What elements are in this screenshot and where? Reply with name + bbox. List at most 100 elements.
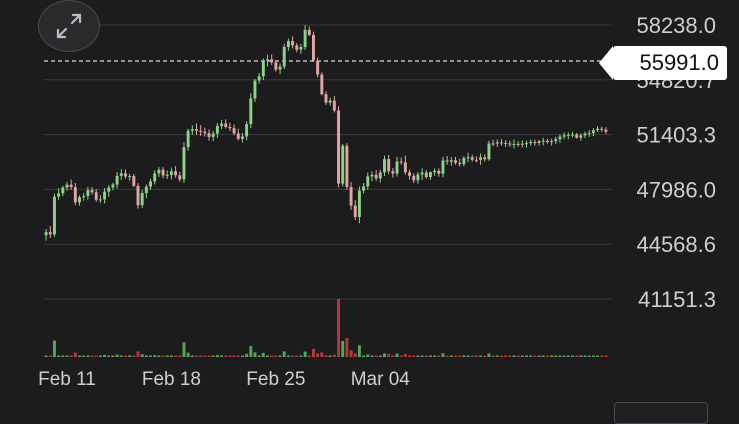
candle-body: [266, 59, 269, 61]
volume-bar: [512, 355, 516, 357]
candle-body: [320, 74, 324, 95]
bottom-control-stub[interactable]: [614, 402, 708, 424]
candle-body: [525, 143, 528, 145]
candle-body: [391, 171, 395, 174]
volume-bar: [487, 353, 491, 357]
volume-bar: [295, 355, 299, 357]
candle-body: [449, 160, 453, 162]
candle-body: [128, 176, 132, 178]
volume-bar: [554, 355, 558, 357]
y-tick-label: 47986.0: [636, 177, 716, 202]
expand-button[interactable]: [38, 0, 100, 52]
candle-body: [370, 174, 374, 177]
volume-bar: [78, 355, 81, 357]
candle-body: [424, 172, 428, 178]
candle-body: [558, 136, 562, 140]
volume-bar: [378, 355, 382, 357]
volume-bar: [144, 355, 148, 357]
volume-bar: [44, 355, 48, 357]
volume-bar: [357, 345, 361, 357]
volume-bar: [94, 355, 98, 357]
candle-body: [140, 193, 144, 206]
candle-body: [571, 134, 574, 136]
candle-body: [149, 181, 152, 187]
volume-bar: [249, 346, 253, 357]
candle-body: [211, 133, 215, 137]
volume-bar: [366, 354, 370, 357]
candle-body: [98, 199, 102, 201]
candle-body: [520, 143, 524, 145]
candle-body: [73, 187, 77, 203]
volume-bar: [124, 355, 127, 357]
volume-bar: [111, 355, 115, 357]
volume-bar: [186, 352, 190, 357]
volume-bar: [119, 355, 123, 357]
volume-bar: [82, 355, 86, 357]
candle-body: [295, 45, 299, 50]
candle-body: [341, 145, 345, 184]
candle-body: [136, 185, 140, 206]
candle-body: [596, 128, 600, 131]
candle-body: [550, 141, 554, 143]
candle-body: [86, 190, 90, 197]
volume-bar: [332, 354, 336, 357]
candle-body: [44, 232, 48, 236]
candle-body: [119, 173, 123, 176]
candle-body: [591, 130, 595, 134]
volume-bar: [374, 355, 378, 357]
candle-body: [82, 196, 86, 198]
volume-bar: [224, 355, 228, 357]
candle-body: [65, 184, 69, 188]
volume-bar: [182, 342, 186, 357]
volume-bar: [169, 355, 173, 357]
volume-bar: [562, 355, 566, 357]
volume-bar: [90, 355, 94, 357]
candle-body: [395, 161, 399, 174]
candle-body: [178, 175, 182, 180]
volume-bar: [299, 355, 303, 357]
candle-body: [236, 133, 240, 139]
volume-bar: [190, 355, 194, 357]
candle-body: [286, 41, 290, 47]
volume-bar: [228, 355, 232, 357]
volume-bar: [98, 355, 102, 357]
y-tick-label: 51403.3: [636, 123, 716, 148]
y-tick-label: 41151.3: [638, 287, 716, 312]
candle-body: [399, 161, 403, 163]
candle-body: [366, 176, 370, 187]
candle-body: [458, 162, 462, 165]
volume-bar: [232, 355, 236, 357]
volume-bar: [391, 355, 395, 357]
candle-body: [48, 232, 52, 235]
candle-body: [169, 171, 173, 175]
candle-body: [474, 159, 478, 161]
candle-body: [161, 169, 165, 176]
candle-body: [94, 192, 98, 200]
current-price-tag: 55991.0: [599, 46, 727, 80]
candle-body: [583, 133, 587, 136]
candle-body: [220, 123, 224, 126]
candle-body: [90, 190, 94, 193]
candle-body: [495, 142, 499, 144]
candle-body: [587, 133, 591, 135]
volume-bar: [604, 355, 608, 357]
candle-body: [249, 98, 253, 125]
candle-body: [500, 142, 503, 144]
volume-bar: [575, 355, 579, 357]
candle-body: [604, 129, 608, 132]
candle-body: [466, 157, 470, 159]
candle-body: [312, 34, 315, 61]
candle-body: [483, 157, 487, 160]
candle-body: [61, 187, 65, 194]
volume-bar: [349, 350, 353, 357]
candle-body: [199, 130, 203, 132]
candle-body: [566, 134, 570, 136]
volume-bar: [140, 354, 144, 357]
volume-bar: [454, 355, 457, 357]
candle-body: [257, 76, 261, 81]
volume-bar: [591, 355, 595, 357]
y-tick-label: 44568.6: [636, 232, 716, 257]
volume-bar: [324, 355, 328, 357]
volume-bar: [178, 355, 182, 357]
candle-body: [245, 124, 249, 137]
